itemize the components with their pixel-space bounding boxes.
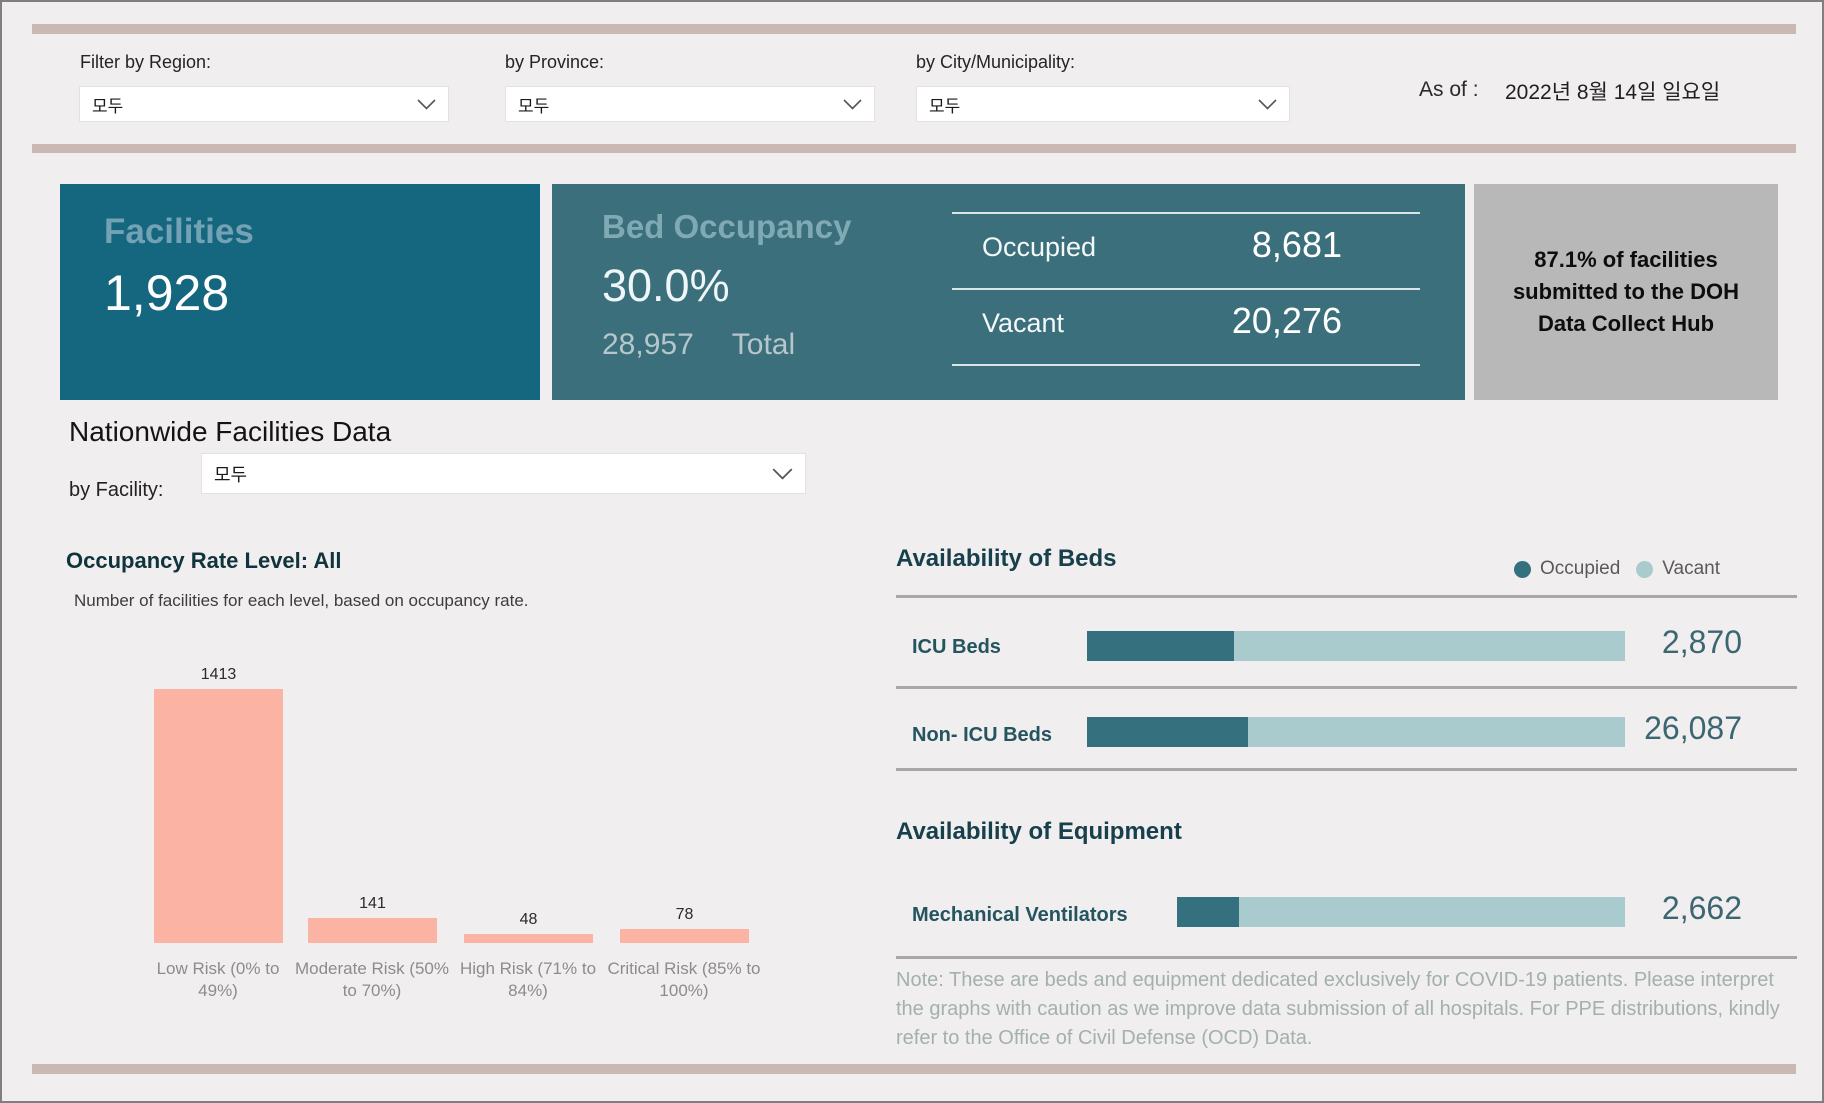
vacant-segment[interactable]: [1238, 897, 1625, 927]
region-filter-label: Filter by Region:: [80, 52, 212, 72]
non-icu-beds-total: 26,087: [1644, 710, 1742, 746]
bar-value-label: 1413: [200, 666, 237, 683]
facility-dropdown-value: 모두: [214, 464, 248, 485]
province-dropdown-value: 모두: [518, 96, 550, 116]
province-dropdown[interactable]: 모두: [505, 86, 875, 122]
bar-group: 141: [308, 657, 437, 943]
occupied-segment[interactable]: [1177, 897, 1239, 927]
facilities-card: Facilities 1,928: [60, 184, 540, 400]
bottom-accent-bar: [32, 1064, 1796, 1074]
non-icu-beds-bar[interactable]: [1087, 717, 1625, 747]
facility-filter-label: by Facility:: [69, 479, 164, 501]
bed-occupancy-total-label: Total: [731, 328, 796, 361]
divider: [896, 595, 1797, 598]
ventilators-bar[interactable]: [1177, 897, 1625, 927]
axis-category-label: High Risk (71% to 84%): [459, 959, 597, 1001]
divider: [896, 768, 1797, 771]
occupied-segment[interactable]: [1087, 631, 1234, 661]
header-accent-bar: [32, 144, 1796, 153]
divider: [952, 212, 1420, 214]
facility-dropdown[interactable]: 모두: [201, 453, 806, 494]
bed-occupancy-total: 28,957 Total: [602, 328, 795, 362]
bar-value-label: 78: [675, 906, 694, 923]
occupied-dot-icon: [1514, 560, 1531, 578]
occupancy-chart-subtitle: Number of facilities for each level, bas…: [74, 591, 529, 610]
occupied-label: Occupied: [982, 232, 1097, 262]
equipment-section-title: Availability of Equipment: [896, 818, 1182, 845]
ventilators-label: Mechanical Ventilators: [912, 904, 1128, 926]
non-icu-beds-label: Non- ICU Beds: [912, 724, 1052, 746]
chevron-down-icon: [1258, 98, 1277, 110]
icu-beds-label: ICU Beds: [912, 636, 1001, 658]
vacant-value: 20,276: [1231, 300, 1342, 341]
bed-occupancy-total-value: 28,957: [602, 328, 694, 361]
icu-beds-total: 2,870: [1661, 624, 1742, 660]
chevron-down-icon: [417, 98, 436, 110]
legend-label: Occupied: [1540, 558, 1621, 579]
facilities-card-title: Facilities: [104, 212, 254, 251]
bar-low-risk[interactable]: [154, 689, 283, 943]
divider: [896, 956, 1797, 959]
bar-group: 78: [620, 657, 749, 943]
bar-moderate-risk[interactable]: [308, 918, 437, 943]
submission-card: 87.1% of facilities submitted to the DOH…: [1474, 184, 1778, 400]
vacant-segment[interactable]: [1248, 717, 1625, 747]
legend-item-vacant[interactable]: Vacant: [1636, 558, 1720, 580]
vacant-segment[interactable]: [1233, 631, 1625, 661]
divider: [952, 288, 1420, 290]
city-dropdown-value: 모두: [929, 96, 961, 116]
vacant-dot-icon: [1636, 560, 1654, 578]
chevron-down-icon: [843, 98, 862, 110]
beds-section-title: Availability of Beds: [896, 545, 1117, 572]
city-dropdown[interactable]: 모두: [916, 86, 1290, 122]
city-filter-label: by City/Municipality:: [916, 52, 1076, 72]
axis-category-label: Critical Risk (85% to 100%): [607, 959, 761, 1001]
note-text: Note: These are beds and equipment dedic…: [896, 969, 1780, 1049]
top-accent-bar: [32, 24, 1796, 34]
legend-item-occupied[interactable]: Occupied: [1514, 558, 1620, 580]
legend: Occupied Vacant: [1514, 558, 1720, 580]
bar-value-label: 141: [359, 895, 386, 912]
ventilators-total: 2,662: [1661, 890, 1742, 926]
bar-value-label: 48: [519, 911, 538, 928]
bar-group: 48: [464, 657, 593, 943]
occupied-segment[interactable]: [1087, 717, 1249, 747]
vacant-label: Vacant: [982, 308, 1065, 338]
bar-critical-risk[interactable]: [620, 929, 749, 943]
bed-occupancy-title: Bed Occupancy: [602, 208, 852, 245]
chevron-down-icon: [772, 467, 793, 480]
axis-category-label: Moderate Risk (50% to 70%): [294, 959, 449, 1001]
region-dropdown-value: 모두: [92, 96, 124, 116]
occupancy-chart-title: Occupancy Rate Level: All: [66, 548, 342, 573]
occupied-value: 8,681: [1251, 224, 1342, 265]
bar-high-risk[interactable]: [464, 934, 593, 943]
divider: [952, 364, 1420, 366]
icu-beds-bar[interactable]: [1087, 631, 1625, 661]
as-of-date: 2022년 8월 14일 일요일: [1505, 81, 1721, 104]
bed-occupancy-percent: 30.0%: [602, 260, 730, 311]
legend-label: Vacant: [1662, 558, 1721, 579]
divider: [896, 686, 1797, 689]
as-of-label: As of :: [1419, 78, 1479, 101]
province-filter-label: by Province:: [505, 52, 605, 72]
axis-category-label: Low Risk (0% to 49%): [156, 959, 280, 1001]
submission-text: 87.1% of facilities submitted to the DOH…: [1512, 247, 1740, 336]
bed-occupancy-card: Bed Occupancy 30.0% 28,957 Total Occupied…: [552, 184, 1465, 400]
facilities-card-value: 1,928: [104, 265, 230, 321]
section-title: Nationwide Facilities Data: [69, 416, 392, 447]
bar-group: 1413: [154, 657, 283, 943]
region-dropdown[interactable]: 모두: [79, 86, 449, 122]
